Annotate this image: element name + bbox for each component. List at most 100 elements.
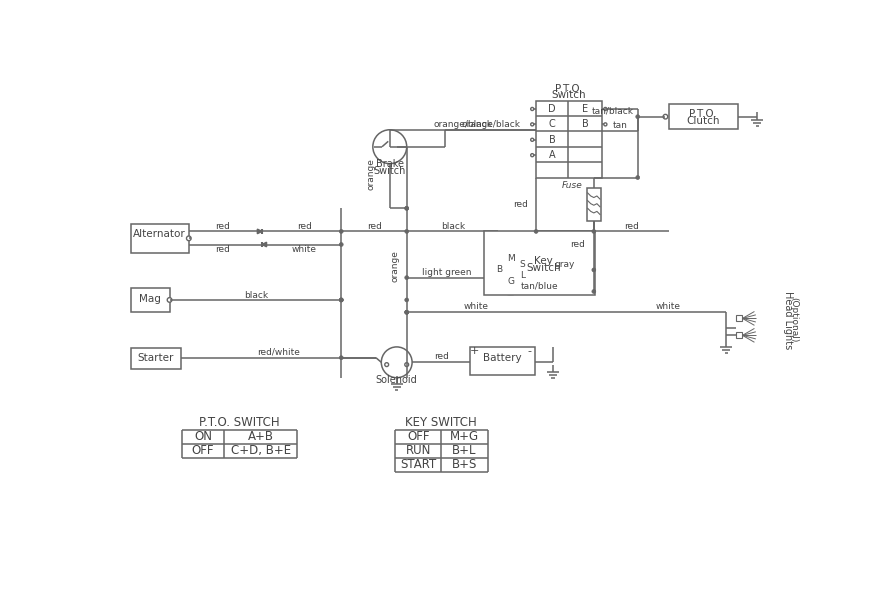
Text: red: red <box>513 200 527 209</box>
Circle shape <box>339 298 342 302</box>
Text: P.T.O.: P.T.O. <box>688 109 716 118</box>
Bar <box>668 104 737 129</box>
Text: B: B <box>495 265 502 275</box>
Text: tan: tan <box>611 121 627 131</box>
Polygon shape <box>262 242 266 247</box>
Text: A+B: A+B <box>248 430 274 443</box>
Text: A: A <box>548 150 555 160</box>
Text: RUN: RUN <box>405 444 431 457</box>
Bar <box>469 347 535 375</box>
Circle shape <box>373 130 406 164</box>
Text: C: C <box>548 120 555 129</box>
Text: red: red <box>623 221 638 230</box>
Text: START: START <box>400 459 436 471</box>
Circle shape <box>404 310 409 314</box>
Text: Switch: Switch <box>551 90 585 100</box>
Text: G: G <box>507 277 513 286</box>
Text: red: red <box>297 221 311 230</box>
Circle shape <box>534 229 537 234</box>
Circle shape <box>530 139 533 142</box>
Circle shape <box>404 310 409 314</box>
Bar <box>536 101 601 178</box>
Polygon shape <box>257 229 262 234</box>
Circle shape <box>381 347 411 378</box>
Text: red: red <box>367 221 382 230</box>
Text: white: white <box>291 245 316 254</box>
Text: L: L <box>519 271 524 280</box>
Circle shape <box>530 154 533 157</box>
Text: -: - <box>527 346 531 356</box>
Text: white: white <box>655 302 680 311</box>
Text: B+S: B+S <box>451 459 477 471</box>
Text: Mag: Mag <box>139 294 161 304</box>
Circle shape <box>167 298 172 302</box>
Text: Switch: Switch <box>526 264 561 273</box>
Circle shape <box>404 207 409 210</box>
Text: OFF: OFF <box>407 430 429 443</box>
Circle shape <box>404 207 409 210</box>
Text: Switch: Switch <box>373 166 406 175</box>
Circle shape <box>384 363 388 367</box>
Bar <box>483 232 595 295</box>
Text: red: red <box>434 352 448 362</box>
Text: Battery: Battery <box>483 352 521 363</box>
Bar <box>736 315 742 321</box>
Circle shape <box>603 107 606 110</box>
Text: Starter: Starter <box>138 352 173 363</box>
Circle shape <box>404 229 409 234</box>
Circle shape <box>186 236 191 241</box>
Text: red: red <box>215 245 230 254</box>
Text: red: red <box>215 221 230 230</box>
Circle shape <box>404 298 409 302</box>
Bar <box>131 348 181 369</box>
Text: ON: ON <box>194 430 212 443</box>
Circle shape <box>339 243 342 246</box>
Text: KEY SWITCH: KEY SWITCH <box>405 416 477 429</box>
Text: Solenoid: Solenoid <box>375 375 417 385</box>
Text: red/white: red/white <box>257 348 300 357</box>
Circle shape <box>404 276 409 280</box>
Text: Fuse: Fuse <box>561 181 582 189</box>
Text: red: red <box>569 240 585 249</box>
Text: Alternator: Alternator <box>133 229 186 240</box>
Circle shape <box>591 229 595 234</box>
Text: black: black <box>441 221 465 230</box>
Text: orange/black: orange/black <box>460 120 519 129</box>
Circle shape <box>591 268 595 272</box>
Text: black: black <box>243 291 267 300</box>
Text: D: D <box>548 104 555 114</box>
Text: C+D, B+E: C+D, B+E <box>231 444 291 457</box>
Text: white: white <box>463 302 488 311</box>
Text: B+L: B+L <box>451 444 477 457</box>
Circle shape <box>339 298 342 302</box>
Circle shape <box>662 115 667 119</box>
Bar <box>586 188 600 221</box>
Text: light green: light green <box>422 268 471 276</box>
Circle shape <box>530 107 533 110</box>
Circle shape <box>404 310 409 314</box>
Circle shape <box>635 175 639 180</box>
Bar <box>736 332 742 338</box>
Text: OFF: OFF <box>191 444 214 457</box>
Circle shape <box>339 229 342 234</box>
Text: (Optional): (Optional) <box>788 297 797 343</box>
Circle shape <box>635 115 639 118</box>
Text: tan/blue: tan/blue <box>520 281 558 291</box>
Text: B: B <box>581 120 588 129</box>
Circle shape <box>339 356 342 360</box>
Text: Clutch: Clutch <box>686 115 719 126</box>
Text: tan/black: tan/black <box>592 106 633 115</box>
Text: +: + <box>469 346 478 356</box>
Bar <box>131 287 169 312</box>
Text: P.T.O. SWITCH: P.T.O. SWITCH <box>199 416 280 429</box>
Circle shape <box>485 245 535 295</box>
Text: gray: gray <box>553 260 574 269</box>
Text: E: E <box>582 104 587 114</box>
Text: Head Lights: Head Lights <box>782 291 792 349</box>
Text: P.T.O.: P.T.O. <box>554 84 582 94</box>
Text: M+G: M+G <box>450 430 478 443</box>
Text: S: S <box>519 260 525 269</box>
Bar <box>131 224 189 253</box>
Circle shape <box>339 298 342 302</box>
Circle shape <box>404 363 409 367</box>
